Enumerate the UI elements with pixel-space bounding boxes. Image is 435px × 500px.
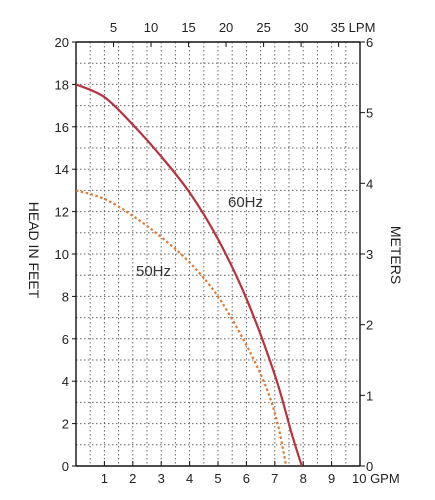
- right-tick-label: 2: [366, 318, 373, 333]
- left-tick-label: 14: [55, 162, 69, 177]
- y-right-axis-title: METERS: [388, 226, 404, 284]
- curve-50hz: [75, 189, 288, 467]
- right-tick-label: 5: [366, 106, 373, 121]
- right-tick-label: 3: [366, 247, 373, 262]
- top-tick-label: 5: [110, 20, 117, 35]
- bottom-tick-label: 3: [158, 471, 165, 486]
- curves: [75, 83, 303, 467]
- label-50hz: 50Hz: [136, 263, 171, 280]
- left-tick-label: 2: [62, 417, 69, 432]
- left-tick-label: 16: [55, 120, 69, 135]
- left-tick-label: 4: [62, 374, 69, 389]
- bottom-tick-label: 9: [328, 471, 335, 486]
- top-tick-label: 20: [219, 20, 233, 35]
- right-tick-label: 0: [366, 459, 373, 474]
- left-tick-label: 8: [62, 289, 69, 304]
- bottom-tick-label: 6: [243, 471, 250, 486]
- bottom-tick-label: 8: [300, 471, 307, 486]
- y-left-axis-title: HEAD IN FEET: [26, 202, 42, 299]
- right-tick-label: 4: [366, 176, 373, 191]
- bottom-tick-label: 2: [129, 471, 136, 486]
- bottom-tick-label: 4: [186, 471, 193, 486]
- label-60hz: 60Hz: [228, 194, 263, 211]
- left-tick-label: 6: [62, 332, 69, 347]
- left-tick-label: 18: [55, 77, 69, 92]
- left-tick-label: 10: [55, 247, 69, 262]
- top-tick-label: 30: [294, 20, 308, 35]
- top-tick-label: 10: [144, 20, 158, 35]
- right-tick-label: 6: [366, 35, 373, 50]
- right-tick-label: 1: [366, 388, 373, 403]
- bottom-tick-label: 10 GPM: [352, 471, 400, 486]
- grid-lines: [76, 42, 360, 466]
- left-tick-label: 0: [62, 459, 69, 474]
- top-tick-label: 35 LPM: [331, 20, 376, 35]
- curve-60hz: [75, 83, 303, 467]
- bottom-tick-label: 5: [214, 471, 221, 486]
- axes: [72, 41, 365, 467]
- left-tick-label: 12: [55, 205, 69, 220]
- top-tick-label: 15: [181, 20, 195, 35]
- bottom-tick-label: 1: [101, 471, 108, 486]
- top-tick-label: 25: [256, 20, 270, 35]
- bottom-tick-label: 7: [271, 471, 278, 486]
- left-tick-label: 20: [55, 35, 69, 50]
